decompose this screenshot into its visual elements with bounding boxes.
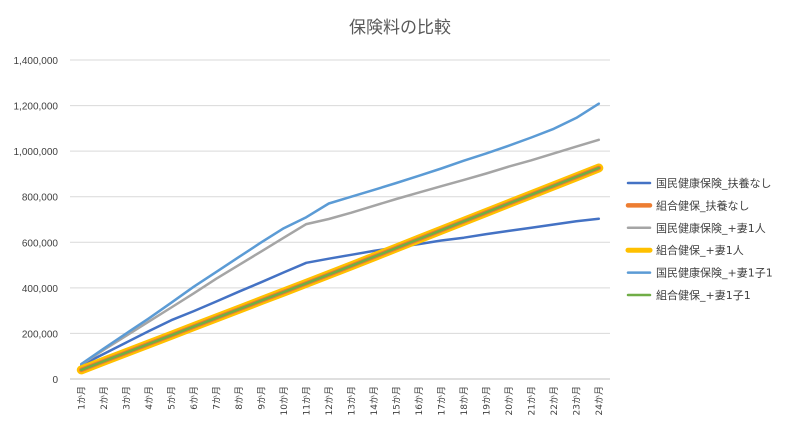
y-axis-tick-labels: 0 200,000 400,000 600,000 800,000 1,000,000 1,…	[14, 56, 59, 386]
x-tick-label: 24か月	[594, 386, 605, 415]
x-tick-label: 11か月	[301, 386, 312, 415]
legend: 国民健康保険_扶養なし組合健保_扶養なし国民健康保険_+妻1人組合健保_+妻1人…	[625, 176, 773, 302]
gridlines	[70, 59, 610, 380]
x-tick-label: 13か月	[346, 386, 357, 415]
x-tick-label: 10か月	[279, 386, 290, 415]
y-tick-label: 1,200,000	[14, 102, 59, 113]
legend-label: 組合健保_扶養なし	[656, 198, 750, 212]
legend-label: 組合健保_+妻1人	[656, 243, 744, 257]
x-tick-label: 8か月	[234, 386, 245, 410]
x-tick-label: 4か月	[144, 386, 155, 410]
legend-label: 国民健康保険_+妻1子1	[656, 266, 773, 280]
series-line	[80, 102, 601, 366]
y-tick-label: 800,000	[22, 193, 59, 204]
legend-label: 組合健保_+妻1子1	[656, 288, 751, 302]
x-tick-label: 22か月	[549, 386, 560, 415]
y-tick-label: 600,000	[22, 238, 59, 249]
y-tick-label: 1,000,000	[14, 147, 59, 158]
chart-title: 保険料の比較	[349, 18, 451, 38]
series-lines	[76, 102, 604, 375]
series-line	[80, 138, 601, 366]
x-tick-label: 6か月	[189, 386, 200, 410]
x-tick-label: 7か月	[211, 386, 222, 410]
legend-label: 国民健康保険_扶養なし	[656, 176, 772, 190]
x-tick-label: 9か月	[256, 386, 267, 410]
x-tick-label: 16か月	[414, 386, 425, 415]
x-tick-label: 15か月	[391, 386, 402, 415]
x-tick-label: 1か月	[76, 386, 87, 410]
x-tick-label: 21か月	[526, 386, 537, 415]
y-tick-label: 1,400,000	[14, 56, 59, 67]
series-line	[80, 166, 601, 372]
x-tick-label: 19か月	[481, 386, 492, 415]
y-tick-label: 200,000	[22, 329, 59, 340]
y-tick-label: 400,000	[22, 284, 59, 295]
x-tick-label: 20か月	[504, 386, 515, 415]
x-tick-label: 2か月	[99, 386, 110, 410]
x-tick-label: 3か月	[121, 386, 132, 410]
x-tick-label: 14か月	[369, 386, 380, 415]
x-axis-tick-labels: 1か月 2か月 3か月 4か月 5か月 6か月 7か月 8か月 9か月 10か月 11か月 12か月 1…	[76, 386, 605, 415]
x-tick-label: 12か月	[324, 386, 335, 415]
x-tick-label: 23か月	[571, 386, 582, 415]
x-tick-label: 5か月	[166, 386, 177, 410]
x-tick-label: 17か月	[436, 386, 447, 415]
legend-label: 国民健康保険_+妻1人	[656, 221, 766, 235]
series-line	[80, 217, 601, 367]
x-tick-label: 18か月	[459, 386, 470, 415]
y-tick-label: 0	[52, 375, 58, 386]
